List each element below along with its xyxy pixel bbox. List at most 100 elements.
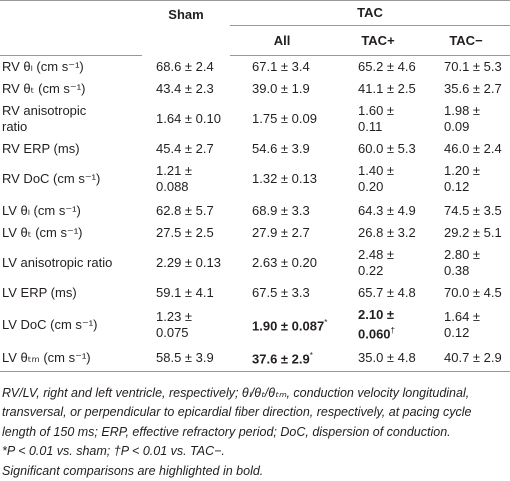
cell-text: 1.60 ± 0.11 (358, 103, 395, 134)
cell-text: 67.5 ± 3.3 (252, 285, 310, 300)
cell: 2.48 ± 0.22 (334, 244, 422, 282)
cell: 67.5 ± 3.3 (230, 282, 334, 304)
cell: 29.2 ± 5.1 (422, 222, 510, 244)
cell-text: 1.20 ± 0.12 (444, 163, 481, 194)
cell: 70.1 ± 5.3 (422, 56, 510, 79)
cell-text: 1.64 ± 0.12 (444, 308, 481, 340)
cell: 60.0 ± 5.3 (334, 138, 422, 160)
cell: 46.0 ± 2.4 (422, 138, 510, 160)
row-label: LV ERP (ms) (0, 282, 142, 304)
cell: 1.60 ± 0.11 (334, 100, 422, 138)
cell: 39.0 ± 1.9 (230, 78, 334, 100)
cell: 1.21 ± 0.088 (142, 160, 230, 198)
table-row: LV DoC (cm s⁻¹) 1.23 ± 0.075 1.90 ± 0.087*… (0, 304, 510, 345)
cell-text: 35.6 ± 2.7 (444, 81, 502, 96)
table-row: RV θₗ (cm s⁻¹) 68.6 ± 2.4 67.1 ± 3.4 65.2 ±… (0, 56, 510, 79)
row-label: LV θₜ (cm s⁻¹) (0, 222, 142, 244)
row-label-text: LV θₜ (cm s⁻¹) (2, 225, 83, 240)
table-row: LV ERP (ms) 59.1 ± 4.1 67.5 ± 3.3 65.7 ± 4.… (0, 282, 510, 304)
cell-text: 1.75 ± 0.09 (252, 111, 317, 126)
row-label-text: RV DoC (cm s⁻¹) (2, 171, 101, 186)
cell-note-marker: * (324, 318, 328, 327)
cell: 1.75 ± 0.09 (230, 100, 334, 138)
cell-text: 35.0 ± 4.8 (358, 349, 416, 365)
cell-text: 67.1 ± 3.4 (252, 59, 310, 74)
cell-text: 1.90 ± 0.087 (252, 318, 325, 334)
footnote: Significant comparisons are highlighted … (2, 463, 264, 478)
cell-text: 68.9 ± 3.3 (252, 203, 310, 218)
data-table: Sham TAC All TAC+ TAC− RV θₗ (cm s⁻¹) 68.6 … (0, 0, 510, 372)
row-label-text: LV anisotropic ratio (2, 255, 113, 270)
table-row: LV θₗ (cm s⁻¹) 62.8 ± 5.7 68.9 ± 3.3 64.3 ±… (0, 198, 510, 222)
cell-text: 60.0 ± 5.3 (358, 141, 416, 156)
cell-text: 41.1 ± 2.5 (358, 81, 416, 96)
header-spacer (0, 1, 142, 26)
cell: 1.98 ± 0.09 (422, 100, 510, 138)
cell: 59.1 ± 4.1 (142, 282, 230, 304)
cell: 1.23 ± 0.075 (142, 304, 230, 345)
cell: 41.1 ± 2.5 (334, 78, 422, 100)
cell-text: 1.64 ± 0.10 (156, 111, 221, 126)
cell-text: 26.8 ± 3.2 (358, 225, 416, 240)
cell-text: 29.2 ± 5.1 (444, 225, 502, 240)
cell-text: 2.10 ± 0.060 (358, 307, 395, 342)
cell: 70.0 ± 4.5 (422, 282, 510, 304)
cell: 62.8 ± 5.7 (142, 198, 230, 222)
footnote: RV/LV, right and left ventricle, respect… (2, 385, 472, 439)
cell-text: 46.0 ± 2.4 (444, 141, 502, 156)
cell-text: 64.3 ± 4.9 (358, 203, 416, 218)
subgroup-header: TAC− (422, 25, 510, 56)
cell-text: 65.2 ± 4.6 (358, 59, 416, 74)
row-label: RV θₗ (cm s⁻¹) (0, 56, 142, 79)
cell: 40.7 ± 2.9 (422, 345, 510, 371)
header-tac: TAC (230, 0, 510, 26)
cell-text: 37.6 ± 2.9 (252, 351, 310, 367)
cell-text: 39.0 ± 1.9 (252, 81, 310, 96)
cell: 2.80 ± 0.38 (422, 244, 510, 282)
cell-text: 2.48 ± 0.22 (358, 247, 395, 278)
cell: 2.63 ± 0.20 (230, 244, 334, 282)
cell-note-marker: † (390, 326, 395, 335)
cell-text: 45.4 ± 2.7 (156, 141, 214, 156)
cell: 1.64 ± 0.12 (422, 304, 510, 345)
cell-text: 43.4 ± 2.3 (156, 81, 214, 96)
cell: 27.9 ± 2.7 (230, 222, 334, 244)
row-label-text: LV ERP (ms) (2, 285, 77, 300)
row-label-text: RV anisotropic ratio (2, 103, 87, 134)
cell-text: 65.7 ± 4.8 (358, 285, 416, 300)
subgroup-header: All (230, 25, 334, 56)
cell-text: 1.98 ± 0.09 (444, 103, 481, 134)
row-label-text: LV DoC (cm s⁻¹) (2, 316, 98, 332)
row-label: LV anisotropic ratio (0, 244, 142, 282)
cell: 45.4 ± 2.7 (142, 138, 230, 160)
row-label-text: LV θₜₘ (cm s⁻¹) (2, 349, 91, 365)
cell: 37.6 ± 2.9* (230, 345, 334, 371)
cell: 54.6 ± 3.9 (230, 138, 334, 160)
table-row: LV θₜ (cm s⁻¹) 27.5 ± 2.5 27.9 ± 2.7 26.8 ±… (0, 222, 510, 244)
cell-text: 1.40 ± 0.20 (358, 163, 395, 194)
row-label: RV ERP (ms) (0, 138, 142, 160)
table-row: RV DoC (cm s⁻¹) 1.21 ± 0.088 1.32 ± 0.13 1.… (0, 160, 510, 198)
cell-text: 74.5 ± 3.5 (444, 203, 502, 218)
row-label-text: RV θₗ (cm s⁻¹) (2, 59, 84, 74)
cell: 26.8 ± 3.2 (334, 222, 422, 244)
cell-text: 1.21 ± 0.088 (156, 163, 193, 194)
cell: 1.64 ± 0.10 (142, 100, 230, 138)
cell: 1.40 ± 0.20 (334, 160, 422, 198)
row-label-text: RV ERP (ms) (2, 141, 80, 156)
row-label: RV θₜ (cm s⁻¹) (0, 78, 142, 100)
table-row: RV anisotropic ratio 1.64 ± 0.10 1.75 ± 0.… (0, 100, 510, 138)
cell-text: 59.1 ± 4.1 (156, 285, 214, 300)
row-label: RV anisotropic ratio (0, 100, 142, 138)
cell: 65.2 ± 4.6 (334, 56, 422, 79)
cell: 35.6 ± 2.7 (422, 78, 510, 100)
table-row: RV θₜ (cm s⁻¹) 43.4 ± 2.3 39.0 ± 1.9 41.1 ±… (0, 78, 510, 100)
row-label: RV DoC (cm s⁻¹) (0, 160, 142, 198)
cell: 43.4 ± 2.3 (142, 78, 230, 100)
cell-text: 2.80 ± 0.38 (444, 247, 481, 278)
cell: 1.90 ± 0.087* (230, 304, 334, 345)
header-spacer (0, 25, 142, 56)
cell: 2.10 ± 0.060† (334, 304, 422, 345)
cell: 1.20 ± 0.12 (422, 160, 510, 198)
cell-text: 27.9 ± 2.7 (252, 225, 310, 240)
